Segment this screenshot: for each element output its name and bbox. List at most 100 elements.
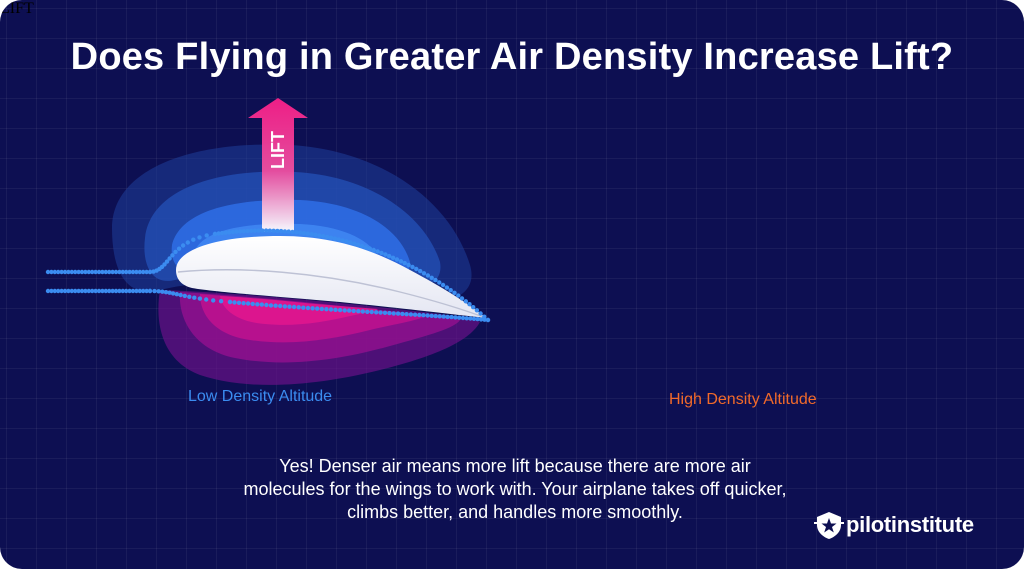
caption-line: molecules for the wings to work with. Yo… (243, 479, 787, 499)
airflow-dot (83, 269, 88, 275)
airflow-dot (417, 312, 422, 318)
wing-low (176, 236, 486, 318)
airflow-dot (344, 239, 349, 244)
star-shield-icon (814, 512, 844, 539)
airflow-dot (245, 228, 250, 234)
airflow-dot (463, 299, 468, 304)
airflow-dot (234, 229, 239, 234)
airflow-dot (241, 301, 246, 306)
airflow-dot (59, 269, 64, 275)
airflow-dot (162, 262, 167, 267)
airflow-dot (367, 246, 372, 251)
airflow-dot (371, 247, 376, 253)
airflow-dot (219, 230, 225, 236)
airflow-dot (141, 288, 146, 294)
lift-label-low: LIFT (268, 131, 288, 169)
airflow-dot (457, 315, 462, 320)
airflow-dot (321, 234, 326, 239)
airflow-dot (120, 269, 126, 275)
airflow-dot (255, 302, 260, 307)
airflow-dot (73, 269, 78, 275)
airflow-dot (259, 302, 264, 307)
airflow-dot (212, 231, 218, 237)
airflow-dot (290, 229, 295, 235)
low-density-airflow (45, 228, 491, 323)
airflow-dot (204, 233, 209, 238)
caption-line: climbs better, and handles more smoothly… (347, 502, 683, 522)
airflow-dot (378, 310, 383, 315)
airflow-dot (324, 307, 329, 312)
airflow-dot (100, 288, 105, 294)
airflow-dot (167, 256, 172, 261)
airflow-dot (211, 298, 216, 303)
logo-text: pilotinstitute (846, 512, 974, 537)
airflow-dot (309, 232, 314, 237)
airflow-dot (425, 313, 430, 318)
airflow-dot (310, 306, 315, 311)
airflow-dot (382, 310, 388, 315)
airflow-dot (107, 288, 112, 294)
airflow-dot (250, 301, 255, 307)
airflow-dot (337, 307, 343, 313)
airflow-dot (360, 309, 365, 314)
airflow-dot (356, 309, 361, 314)
airflow-dot (410, 264, 415, 270)
airflow-dot (375, 249, 380, 254)
airflow-dot (110, 269, 115, 275)
page-title: Does Flying in Greater Air Density Incre… (70, 36, 954, 78)
airflow-dot (73, 288, 78, 294)
airflow-dot (96, 269, 102, 275)
airflow-dot (342, 308, 347, 313)
airflow-dot (232, 300, 237, 305)
airflow-dot (471, 316, 477, 321)
airflow-dot (236, 300, 242, 305)
airflow-dot (408, 312, 414, 317)
airflow-dot (359, 243, 365, 249)
airflow-dot (216, 231, 221, 236)
airflow-dot (328, 307, 334, 312)
airflow-dot (156, 289, 161, 294)
airflow-dot (387, 253, 392, 259)
airflow-dot (113, 269, 119, 275)
airflow-dot (374, 310, 379, 315)
airflow-dot (301, 305, 306, 310)
airflow-dot (433, 313, 438, 319)
airflow-dot (340, 238, 345, 243)
airflow-dot (453, 315, 458, 320)
airflow-dot (127, 269, 132, 275)
airflow-dot (305, 305, 311, 311)
airflow-dot (204, 297, 209, 302)
airflow-dot (103, 288, 109, 294)
airflow-dot (365, 309, 370, 314)
airflow-dot (103, 269, 109, 275)
lift-arrow-high: LIFT (0, 0, 34, 17)
airflow-dot (134, 288, 139, 294)
airflow-dot (485, 317, 491, 323)
airflow-dot (429, 275, 434, 280)
airflow-dot (83, 288, 88, 294)
airflow-dot (117, 288, 122, 294)
airflow-dot (267, 228, 272, 233)
airflow-dot (230, 229, 236, 235)
airflow-dot (163, 290, 169, 295)
pilot-institute-logo: pilotinstitute (814, 510, 1004, 540)
airflow-dot (278, 303, 283, 309)
airflow-dot (287, 304, 292, 309)
airflow-dot (305, 231, 310, 236)
airflow-dot (332, 236, 338, 241)
airflow-dot (391, 311, 396, 316)
high-density-label: High Density Altitude (669, 391, 817, 408)
airflow-dot (348, 240, 353, 245)
airflow-dot (147, 269, 153, 275)
airflow-dot (113, 288, 119, 294)
airflow-dot (227, 299, 233, 305)
airflow-dot (478, 317, 484, 322)
airflow-dot (352, 241, 357, 246)
airflow-dot (459, 296, 465, 301)
airflow-dot (324, 234, 330, 240)
airflow-dot (313, 232, 318, 237)
airflow-dot (90, 288, 95, 294)
airflow-dot (117, 269, 122, 275)
airflow-dot (45, 288, 51, 294)
